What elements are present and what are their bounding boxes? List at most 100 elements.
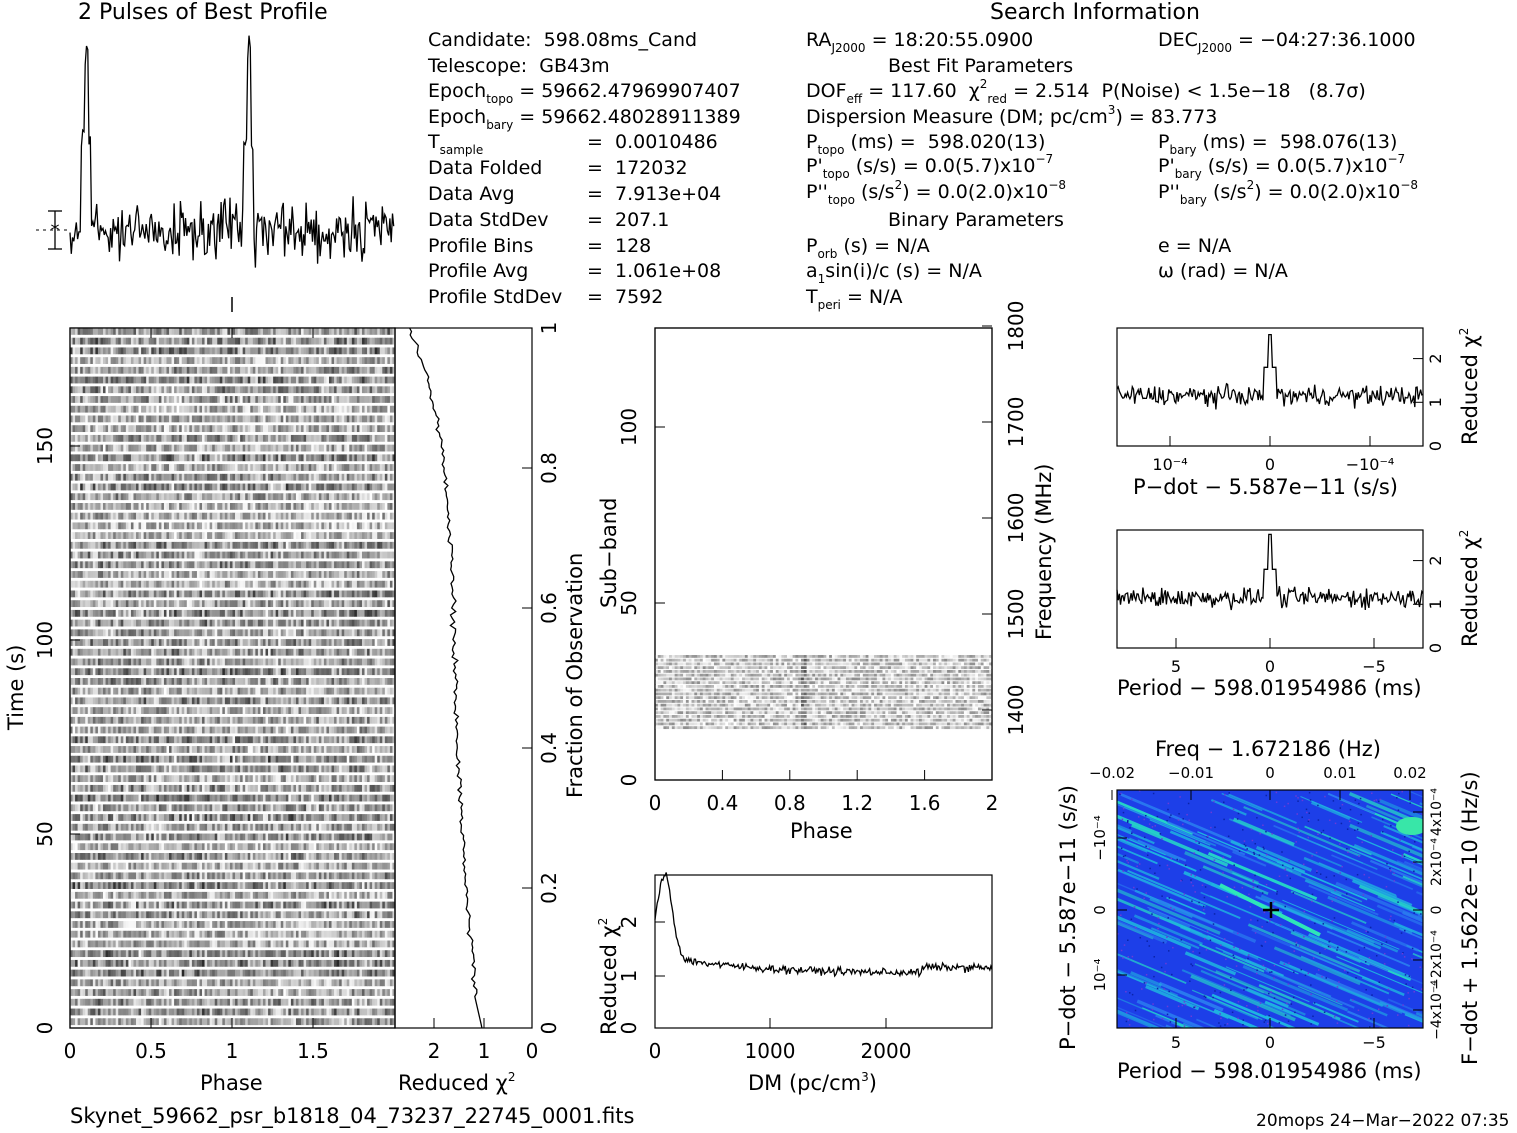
sb-phase-tick-label: 1.6	[909, 791, 941, 815]
dm-tick-label: 1000	[745, 1039, 796, 1063]
ppdot-period-tick-label: 5	[1171, 1033, 1181, 1052]
pdot-topo: (s/s) = 0.0(5.7)x10	[855, 155, 1036, 177]
sb-phase-tick-label: 0.4	[706, 791, 738, 815]
telescope-value: GB43m	[539, 55, 610, 77]
pdot-chi-ytick-label: 2	[1426, 353, 1445, 363]
ppdot-freq-tick-label: 0.02	[1393, 764, 1426, 782]
sb-phase-tick-label: 0	[649, 791, 662, 815]
data-avg-label: Data Avg	[428, 183, 515, 205]
dm-value: ) = 83.773	[1115, 106, 1218, 128]
period-chi-label: Reduced χ	[1458, 537, 1482, 647]
phase-axis-label: Phase	[200, 1071, 263, 1095]
fraction-tick-label: 0.6	[537, 592, 561, 624]
binary-title: Binary Parameters	[888, 209, 1064, 231]
fraction-tick-label: 1	[537, 322, 561, 335]
omega: ω (rad) = N/A	[1158, 260, 1288, 282]
search-title: Search Information	[990, 0, 1200, 25]
pdot-chi-ytick-label: 1	[1426, 397, 1445, 407]
period-chi-tick-label: 5	[1171, 657, 1181, 676]
fraction-tick-label: 0.4	[537, 732, 561, 764]
chi2-red: = 2.514	[1013, 80, 1090, 102]
fraction-obs-label: Fraction of Observation	[563, 552, 587, 798]
dm-axis-label: DM (pc/cm	[748, 1071, 862, 1095]
pdot-chi-frame	[1116, 327, 1424, 447]
fdot-vert-label: F−dot + 1.5622e−10 (Hz/s)	[1458, 771, 1482, 1065]
phase-tick-label: 1.5	[297, 1039, 329, 1063]
sb-phase-tick-label: 0.8	[774, 791, 806, 815]
sb-phase-tick-label: 2	[986, 791, 999, 815]
profile-stddev: 7592	[615, 286, 664, 308]
t-sample: 0.0010486	[615, 131, 718, 153]
ppdot-period-tick-label: −5	[1362, 1033, 1386, 1052]
p-bary: (ms) = 598.076(13)	[1202, 131, 1398, 153]
profile-stddev-label: Profile StdDev	[428, 286, 563, 308]
profile-bins-label: Profile Bins	[428, 235, 534, 257]
phase-tick-label: 1	[226, 1039, 239, 1063]
time-tick-label: 0	[33, 1022, 57, 1035]
ppdot-pdot-tick-label: 0	[1091, 905, 1109, 915]
pdot-bary: (s/s) = 0.0(5.7)x10	[1207, 155, 1388, 177]
dec-value: = −04:27:36.1000	[1238, 29, 1416, 51]
pddot-topo: ) = 0.0(2.0)x10	[902, 181, 1049, 203]
data-folded: 172032	[615, 157, 688, 179]
profile-title: 2 Pulses of Best Profile	[78, 0, 328, 25]
frequency-label: Frequency (MHz)	[1032, 463, 1056, 640]
subband-label: Sub−band	[597, 497, 621, 608]
pdot-chi-line	[1116, 333, 1424, 410]
p-orb: (s) = N/A	[843, 235, 930, 257]
profile-avg-label: Profile Avg	[428, 260, 529, 282]
pdot-axis-label: P−dot − 5.587e−11 (s/s)	[1133, 475, 1398, 499]
period-chi-ytick-label: 2	[1426, 555, 1445, 565]
dm-chi-tick-label: 0	[617, 1022, 641, 1035]
freq-tick-label: 1600	[1004, 493, 1028, 544]
chi-fraction-line	[409, 327, 483, 1029]
data-folded-label: Data Folded	[428, 157, 543, 179]
dm-frame	[654, 874, 993, 1029]
pdot-chi-tick-label: 0	[1265, 455, 1275, 474]
ppdot-freq-tick-label: 0.01	[1323, 764, 1356, 782]
dm-tick-label: 0	[649, 1039, 662, 1063]
period-chi-tick-label: −5	[1362, 657, 1386, 676]
epoch-bary: = 59662.48028911389	[519, 106, 741, 128]
period-chi-ytick-label: 1	[1426, 599, 1445, 609]
time-tick-label: 50	[33, 821, 57, 846]
ppdot-fdot-tick-label: −4x10⁻⁴	[1429, 980, 1445, 1040]
data-stddev: 207.1	[615, 209, 670, 231]
profile-avg: 1.061e+08	[615, 260, 722, 282]
ppdot-freq-tick-label: −0.02	[1089, 764, 1135, 782]
ppdot-fdot-tick-label: 0	[1429, 906, 1445, 915]
dm-chi-label: Reduced χ	[597, 925, 621, 1035]
redchi-tick-label: 2	[428, 1039, 441, 1063]
subband-tick-label: 50	[617, 590, 641, 615]
ppdot-image	[1117, 790, 1423, 1028]
ppdot-pdot-tick-label: −10⁻⁴	[1091, 815, 1109, 861]
subband-tick-label: 0	[617, 774, 641, 787]
filename: Skynet_59662_psr_b1818_04_73237_22745_00…	[70, 1104, 635, 1128]
period-chi-frame	[1116, 529, 1424, 649]
dm-chi-tick-label: 1	[617, 970, 641, 983]
freq-tick-label: 1500	[1004, 589, 1028, 640]
sb-phase-tick-label: 1.2	[841, 791, 873, 815]
period-axis-label: Period − 598.01954986 (ms)	[1117, 676, 1422, 700]
ppdot-fdot-tick-label: 4x10⁻⁴	[1429, 788, 1445, 836]
timestamp: 20mops 24−Mar−2022 07:35	[1256, 1111, 1510, 1131]
ppdot-freq-tick-label: −0.01	[1168, 764, 1214, 782]
ppdot-fdot-tick-label: 2x10⁻⁴	[1429, 838, 1445, 886]
ppdot-freq-tick-label: 0	[1265, 764, 1275, 782]
sb-phase-label: Phase	[790, 819, 853, 843]
data-stddev-label: Data StdDev	[428, 209, 549, 231]
profile-line	[69, 35, 395, 268]
redchi-tick-label: 0	[526, 1039, 539, 1063]
pdot-chi-tick-label: 10⁻⁴	[1152, 455, 1187, 474]
dm-tick-label: 2000	[861, 1039, 912, 1063]
pddot-bary: ) = 0.0(2.0)x10	[1254, 181, 1401, 203]
reduced-chi2-label: Reduced χ	[398, 1071, 508, 1095]
data-avg: 7.913e+04	[615, 183, 722, 205]
profile-bins: 128	[615, 235, 652, 257]
errbar-star: *	[51, 220, 60, 241]
dm-line	[654, 872, 993, 979]
a1sini: sin(i)/c (s) = N/A	[825, 260, 982, 282]
freq-tick-label: 1700	[1004, 397, 1028, 448]
pdot-chi-tick-label: −10⁻⁴	[1346, 455, 1395, 474]
